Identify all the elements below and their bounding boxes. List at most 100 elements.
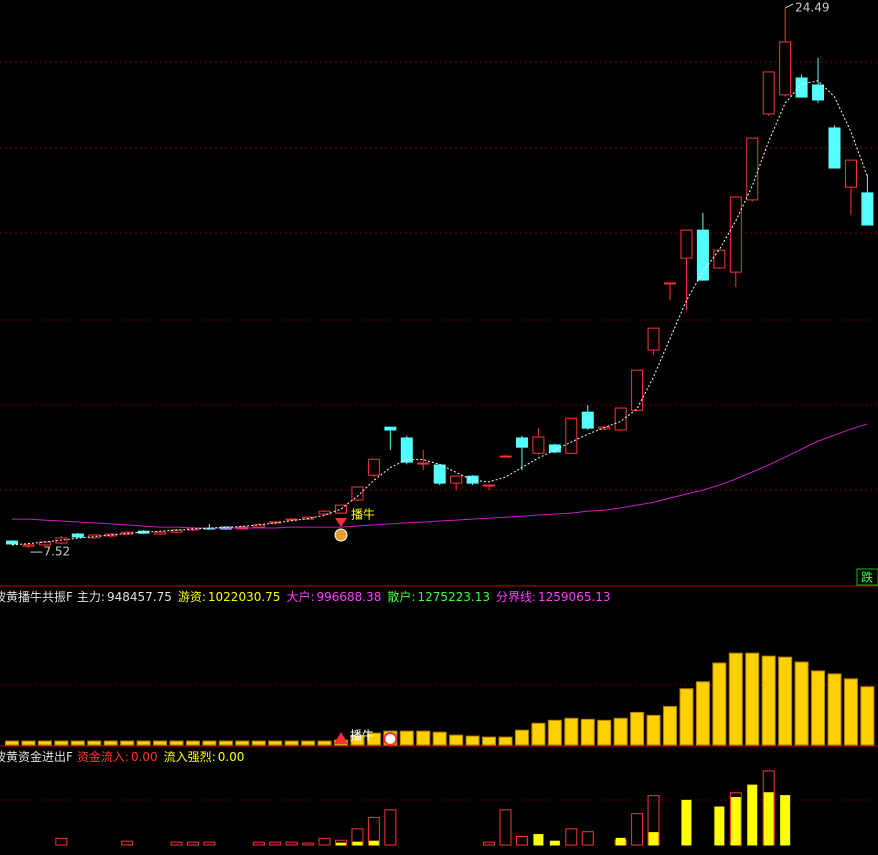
bar	[399, 730, 414, 746]
candle-body	[762, 71, 775, 115]
bar	[416, 730, 431, 746]
bar	[465, 735, 480, 746]
bar	[860, 686, 875, 746]
legend-value: 0.00	[130, 750, 158, 764]
bar	[54, 740, 69, 746]
candle-body	[6, 540, 18, 545]
bar	[432, 731, 447, 746]
inflow-bar	[269, 841, 282, 846]
bar	[843, 678, 858, 746]
candle-body	[795, 77, 808, 98]
bar	[21, 740, 36, 746]
bar	[827, 673, 842, 746]
bar	[630, 711, 645, 746]
legend-label: 主力:	[76, 590, 105, 604]
candle-body	[400, 437, 413, 463]
candle-body	[318, 510, 331, 515]
inflow-bar	[631, 813, 644, 846]
candle-body	[565, 417, 578, 454]
candle-body	[614, 407, 627, 431]
inflow-bar	[565, 828, 578, 846]
signal-label: 播牛	[351, 507, 375, 522]
bar	[811, 670, 826, 746]
bar	[531, 722, 546, 746]
legend-value: 1275223.13	[417, 590, 490, 604]
candle-body	[746, 137, 759, 201]
candle-body	[466, 475, 479, 484]
bar	[153, 740, 168, 746]
candle-body	[252, 524, 265, 528]
bar	[350, 734, 365, 746]
bar	[745, 652, 760, 746]
bar	[185, 740, 200, 746]
inflow-bar	[203, 841, 216, 846]
inflow-bar	[483, 841, 496, 846]
bar	[712, 662, 727, 746]
bar	[498, 736, 513, 746]
bar	[597, 719, 612, 746]
bar	[37, 740, 52, 746]
bar	[778, 656, 793, 746]
bar	[695, 681, 710, 746]
strong-bar	[648, 832, 659, 846]
inflow-bar	[499, 809, 512, 846]
legend-value: 1022030.75	[207, 590, 281, 604]
signal-text: 跌	[861, 570, 873, 585]
bar	[301, 740, 316, 746]
bar	[761, 655, 776, 746]
strong-bar	[549, 840, 560, 846]
strong-bar	[747, 784, 758, 846]
bar	[136, 740, 151, 746]
candle-body	[417, 462, 430, 465]
candle-body	[713, 249, 726, 269]
legend-label: 散户:	[387, 590, 416, 604]
inflow-bar	[170, 841, 183, 846]
bar	[169, 740, 184, 746]
strong-bar	[336, 842, 346, 846]
bar	[663, 705, 677, 746]
inflow-bar	[285, 841, 298, 846]
inflow-bar	[318, 837, 331, 846]
candle-body	[680, 229, 693, 259]
inflow-bar	[581, 831, 594, 846]
panel-title: 波黄播牛共振F	[0, 590, 73, 604]
legend-label: 分界线:	[495, 590, 537, 604]
candle-body	[515, 437, 528, 448]
legend-value: 1259065.13	[538, 590, 611, 604]
inflow-bar	[55, 837, 68, 846]
strong-bar	[780, 795, 791, 846]
candle-body	[71, 533, 84, 538]
candle-body	[647, 327, 660, 351]
min-label: 7.52	[43, 545, 70, 559]
bar	[564, 717, 579, 746]
legend-label: 流入强烈:	[163, 750, 216, 764]
candle-body	[88, 534, 101, 539]
max-label: 24.49	[795, 0, 829, 14]
candle-body	[483, 484, 496, 487]
bar	[70, 740, 85, 746]
strong-bar	[714, 806, 725, 846]
bar	[794, 661, 809, 746]
bar	[268, 740, 283, 746]
candle-body	[532, 436, 545, 454]
strong-bar	[615, 837, 626, 846]
signal-icon	[334, 732, 348, 744]
candle-body	[335, 504, 347, 514]
bar	[482, 736, 497, 746]
bar	[218, 740, 233, 746]
bar	[5, 740, 19, 746]
candle-body	[548, 444, 561, 453]
legend-label: 大户:	[286, 590, 315, 604]
bar	[317, 740, 332, 746]
bar	[120, 740, 135, 746]
legend-label: 游资:	[177, 590, 206, 604]
panel-title: 波黄资金进出F	[0, 750, 73, 764]
inflow-bar	[252, 841, 265, 846]
legend-value: 996688.38	[316, 590, 382, 604]
inflow-bar	[186, 841, 199, 846]
max-pointer	[784, 3, 794, 9]
bar	[514, 729, 529, 746]
buy-icon	[335, 518, 347, 528]
